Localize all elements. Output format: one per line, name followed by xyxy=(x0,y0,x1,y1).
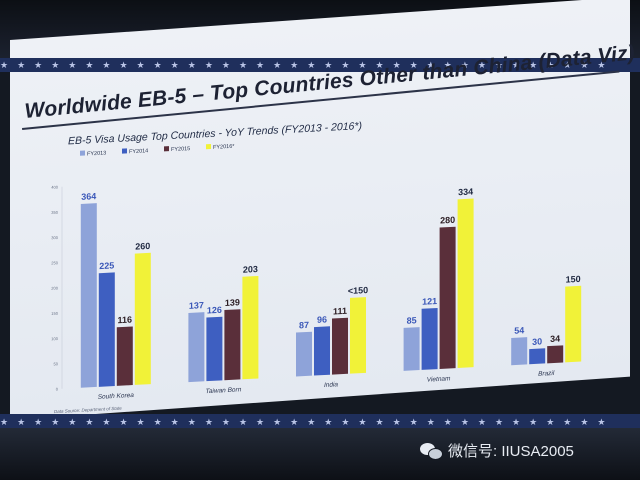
bar-value-label: 111 xyxy=(333,306,347,317)
bar-value-label: 137 xyxy=(189,300,204,311)
y-tick-label: 150 xyxy=(51,311,58,316)
bar xyxy=(80,203,97,388)
y-tick-label: 400 xyxy=(51,184,58,189)
watermark: 微信号: IIUSA2005 xyxy=(420,440,574,461)
bar-value-label: 225 xyxy=(99,260,114,271)
bar-value-label: 34 xyxy=(550,333,560,344)
bar xyxy=(565,285,582,363)
category-label: Taiwan Born xyxy=(205,386,241,395)
bar xyxy=(332,317,348,375)
bar xyxy=(116,326,133,386)
bar-value-label: 30 xyxy=(532,336,542,347)
legend-swatch xyxy=(80,150,85,156)
y-tick-label: 300 xyxy=(51,235,58,240)
bar xyxy=(457,198,474,369)
bar xyxy=(529,348,546,365)
legend-swatch xyxy=(122,148,127,154)
legend-label: FY2013 xyxy=(87,150,106,157)
y-tick-label: 100 xyxy=(51,336,58,341)
category-labels: South Korea Taiwan Born India Vietnam Brazil xyxy=(98,370,555,401)
bar xyxy=(296,331,312,377)
bar-value-label: 116 xyxy=(118,315,133,326)
bar xyxy=(98,272,115,387)
legend-label: FY2014 xyxy=(129,148,148,155)
bar xyxy=(421,307,438,370)
y-axis: 0 50 100 150 200 250 300 350 400 xyxy=(51,184,63,392)
bar xyxy=(188,312,205,383)
wechat-icon xyxy=(420,442,443,460)
bar-value-label: 260 xyxy=(135,241,150,252)
category-label: India xyxy=(324,381,338,389)
legend-label: FY2016* xyxy=(213,144,235,151)
y-tick-label: 250 xyxy=(51,260,58,265)
watermark-text: 微信号: IIUSA2005 xyxy=(448,443,574,460)
bar-value-label: 126 xyxy=(207,305,222,316)
y-tick-label: 200 xyxy=(51,285,58,290)
bar xyxy=(511,337,528,366)
chart-legend: FY2013 FY2014 FY2015 FY2016* xyxy=(80,143,235,157)
y-tick-label: 350 xyxy=(51,210,58,215)
bar xyxy=(547,345,564,364)
bar-value-label: 334 xyxy=(458,187,473,198)
bar-value-label: 87 xyxy=(299,320,309,331)
legend-label: FY2015 xyxy=(171,146,190,153)
y-tick-label: 0 xyxy=(56,386,59,391)
legend-swatch xyxy=(164,146,169,152)
category-label: Brazil xyxy=(538,370,555,378)
bar-value-label: 364 xyxy=(81,191,96,202)
bar xyxy=(403,327,420,371)
bar xyxy=(134,252,151,385)
bar xyxy=(206,316,223,382)
star-border-top: ★★★★★★★★★★★★★★★★★★★★★★★★★★★★★★★★★★★★ xyxy=(0,58,640,72)
bar-value-label: 121 xyxy=(422,296,437,307)
legend-swatch xyxy=(206,143,211,150)
bar-value-label: <150 xyxy=(348,285,368,296)
star-border-bottom: ★★★★★★★★★★★★★★★★★★★★★★★★★★★★★★★★★★★★ xyxy=(0,414,640,430)
category-label: Vietnam xyxy=(427,375,451,383)
bar-value-label: 203 xyxy=(243,264,258,275)
bar-value-label: 54 xyxy=(514,325,524,336)
bar-value-label: 139 xyxy=(225,297,240,308)
bar xyxy=(242,275,259,380)
category-label: South Korea xyxy=(98,392,134,401)
bar xyxy=(314,326,330,376)
screen-bottom-shadow xyxy=(0,428,640,480)
bar xyxy=(439,226,456,369)
chart-title: EB-5 Visa Usage Top Countries - YoY Tren… xyxy=(68,120,362,147)
bar-value-label: 150 xyxy=(566,274,581,285)
bar xyxy=(350,297,366,374)
y-tick-label: 50 xyxy=(54,361,59,366)
bar-value-label: 96 xyxy=(317,314,327,325)
source-note-line: Data Source: Department of State xyxy=(54,406,122,415)
bar xyxy=(224,309,241,381)
bar-value-label: 280 xyxy=(440,215,455,226)
bar-value-label: 85 xyxy=(407,315,417,326)
